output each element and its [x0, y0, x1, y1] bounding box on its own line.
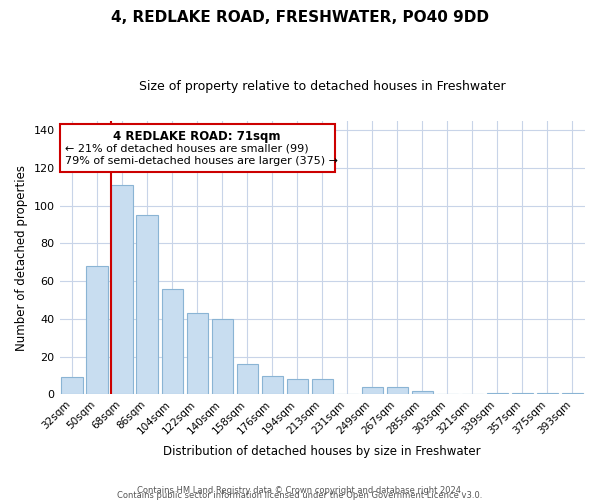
- Bar: [61, 378, 83, 394]
- Bar: [387, 387, 408, 394]
- Text: Contains public sector information licensed under the Open Government Licence v3: Contains public sector information licen…: [118, 491, 482, 500]
- Bar: [136, 215, 158, 394]
- Text: ← 21% of detached houses are smaller (99): ← 21% of detached houses are smaller (99…: [65, 143, 308, 153]
- Bar: [59, 124, 335, 172]
- Text: 4 REDLAKE ROAD: 71sqm: 4 REDLAKE ROAD: 71sqm: [113, 130, 281, 143]
- Bar: [212, 319, 233, 394]
- Bar: [537, 392, 558, 394]
- Bar: [161, 288, 183, 395]
- Bar: [311, 380, 333, 394]
- X-axis label: Distribution of detached houses by size in Freshwater: Distribution of detached houses by size …: [163, 444, 481, 458]
- Bar: [112, 185, 133, 394]
- Bar: [262, 376, 283, 394]
- Bar: [236, 364, 258, 394]
- Text: Contains HM Land Registry data © Crown copyright and database right 2024.: Contains HM Land Registry data © Crown c…: [137, 486, 463, 495]
- Bar: [86, 266, 108, 394]
- Bar: [187, 313, 208, 394]
- Title: Size of property relative to detached houses in Freshwater: Size of property relative to detached ho…: [139, 80, 506, 93]
- Bar: [362, 387, 383, 394]
- Bar: [562, 392, 583, 394]
- Bar: [412, 390, 433, 394]
- Y-axis label: Number of detached properties: Number of detached properties: [15, 164, 28, 350]
- Bar: [512, 392, 533, 394]
- Text: 4, REDLAKE ROAD, FRESHWATER, PO40 9DD: 4, REDLAKE ROAD, FRESHWATER, PO40 9DD: [111, 10, 489, 25]
- Text: 79% of semi-detached houses are larger (375) →: 79% of semi-detached houses are larger (…: [65, 156, 338, 166]
- Bar: [287, 380, 308, 394]
- Bar: [487, 392, 508, 394]
